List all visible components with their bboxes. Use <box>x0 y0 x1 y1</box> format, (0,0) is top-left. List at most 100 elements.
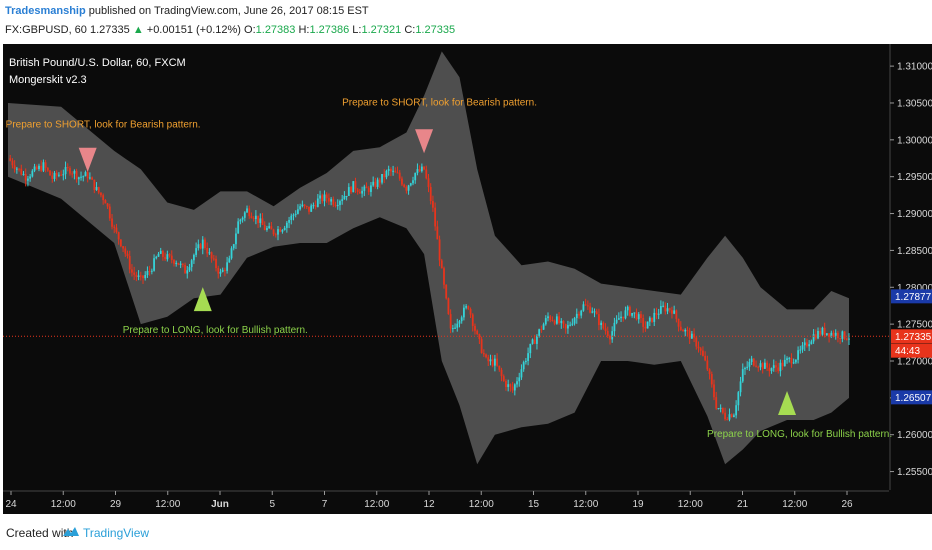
buy-signal-label: Prepare to LONG, look for Bullish patter… <box>123 325 308 336</box>
candle-body <box>637 314 640 320</box>
candle-body <box>538 329 541 336</box>
sell-signal-label: Prepare to SHORT, look for Bearish patte… <box>6 120 201 131</box>
candle-body <box>739 381 742 393</box>
candle-body <box>299 206 302 210</box>
candle-body <box>438 239 441 261</box>
published-text: published on TradingView.com, June 26, 2… <box>88 5 369 17</box>
candle-body <box>321 195 324 202</box>
candle-body <box>489 359 492 362</box>
candle-body <box>513 384 516 391</box>
candle-body <box>232 244 235 249</box>
candle-body <box>746 366 749 368</box>
candle-body <box>290 215 293 220</box>
candle-body <box>405 186 408 191</box>
candle-body <box>49 170 51 176</box>
price-tick-label: 1.29500 <box>897 172 932 183</box>
time-tick-label: 12:00 <box>364 499 389 510</box>
price-label-text: 1.26507 <box>895 393 932 404</box>
candle-body <box>288 219 290 223</box>
candle-body <box>257 215 259 223</box>
candle-body <box>111 218 113 227</box>
candle-body <box>297 209 299 214</box>
candle-body <box>770 368 773 372</box>
indicator-name: Mongerskit v2.3 <box>9 74 87 86</box>
candle-body <box>15 168 18 170</box>
candle-body <box>268 226 271 229</box>
candle-body <box>828 333 830 337</box>
candle-body <box>843 331 846 339</box>
open-label: O: <box>244 24 256 36</box>
candle-body <box>613 322 616 332</box>
candle-body <box>728 414 731 420</box>
candle-body <box>584 304 587 306</box>
candle-body <box>715 397 718 409</box>
close-label: C: <box>404 24 416 36</box>
candle-body <box>443 268 445 285</box>
price-label-text: 1.27877 <box>895 292 932 303</box>
footer: Created with TradingView <box>0 514 932 550</box>
candle-body <box>432 201 434 208</box>
candle-body <box>699 348 702 351</box>
candle-body <box>482 353 485 355</box>
candle-body <box>445 284 448 299</box>
candle-body <box>644 326 647 329</box>
author-link[interactable]: Tradesmanship <box>5 5 86 17</box>
candle-body <box>181 263 184 265</box>
candle-body <box>493 358 496 366</box>
buy-signal-label: Prepare to LONG, look for Bullish patter… <box>707 429 892 440</box>
candle-body <box>208 252 211 254</box>
candle-body <box>416 169 419 173</box>
candle-body <box>794 359 797 363</box>
candle-body <box>124 248 127 254</box>
candle-body <box>540 329 543 331</box>
candle-body <box>316 198 319 207</box>
candle-body <box>177 262 180 265</box>
candle-body <box>363 186 366 191</box>
candle-body <box>206 247 209 254</box>
candle-body <box>799 349 802 351</box>
price-label-text: 44:43 <box>895 346 920 357</box>
price-change: +0.00151 (+0.12%) <box>146 24 241 36</box>
candle-body <box>184 264 186 274</box>
candle-body <box>139 275 142 277</box>
price-tick-label: 1.31000 <box>897 62 932 73</box>
candle-body <box>511 386 514 391</box>
candle-body <box>668 308 671 311</box>
candle-body <box>624 310 627 319</box>
chart-canvas[interactable]: Prepare to SHORT, look for Bearish patte… <box>3 44 932 514</box>
candle-body <box>848 338 850 340</box>
candle-body <box>693 333 695 338</box>
candle-body <box>58 174 60 176</box>
candle-body <box>274 234 277 236</box>
candle-body <box>575 313 578 319</box>
time-tick-label: 5 <box>269 499 275 510</box>
candle-body <box>131 269 133 273</box>
candle-body <box>252 217 255 220</box>
time-tick-label: 12:00 <box>573 499 598 510</box>
tradingview-brand[interactable]: TradingView <box>83 526 150 540</box>
candle-body <box>606 331 609 336</box>
candle-body <box>328 198 330 202</box>
candle-body <box>66 167 69 169</box>
time-tick-label: 15 <box>528 499 540 510</box>
candle-body <box>733 415 735 417</box>
price-chart[interactable]: Prepare to SHORT, look for Bearish patte… <box>3 44 932 514</box>
candle-body <box>702 350 704 356</box>
price-label-box <box>891 390 932 405</box>
candle-body <box>195 248 198 255</box>
candle-body <box>463 307 465 318</box>
candle-body <box>803 342 806 346</box>
price-label-box <box>891 343 932 358</box>
candle-body <box>735 405 738 416</box>
time-tick-label: 12:00 <box>51 499 76 510</box>
candle-body <box>598 314 600 326</box>
candle-body <box>454 327 456 329</box>
candle-body <box>706 360 709 370</box>
candle-body <box>46 167 49 171</box>
candle-body <box>551 320 554 322</box>
candle-body <box>217 268 220 274</box>
candle-body <box>496 358 499 366</box>
candle-body <box>580 310 583 316</box>
candle-body <box>266 228 268 230</box>
candle-body <box>113 226 116 228</box>
